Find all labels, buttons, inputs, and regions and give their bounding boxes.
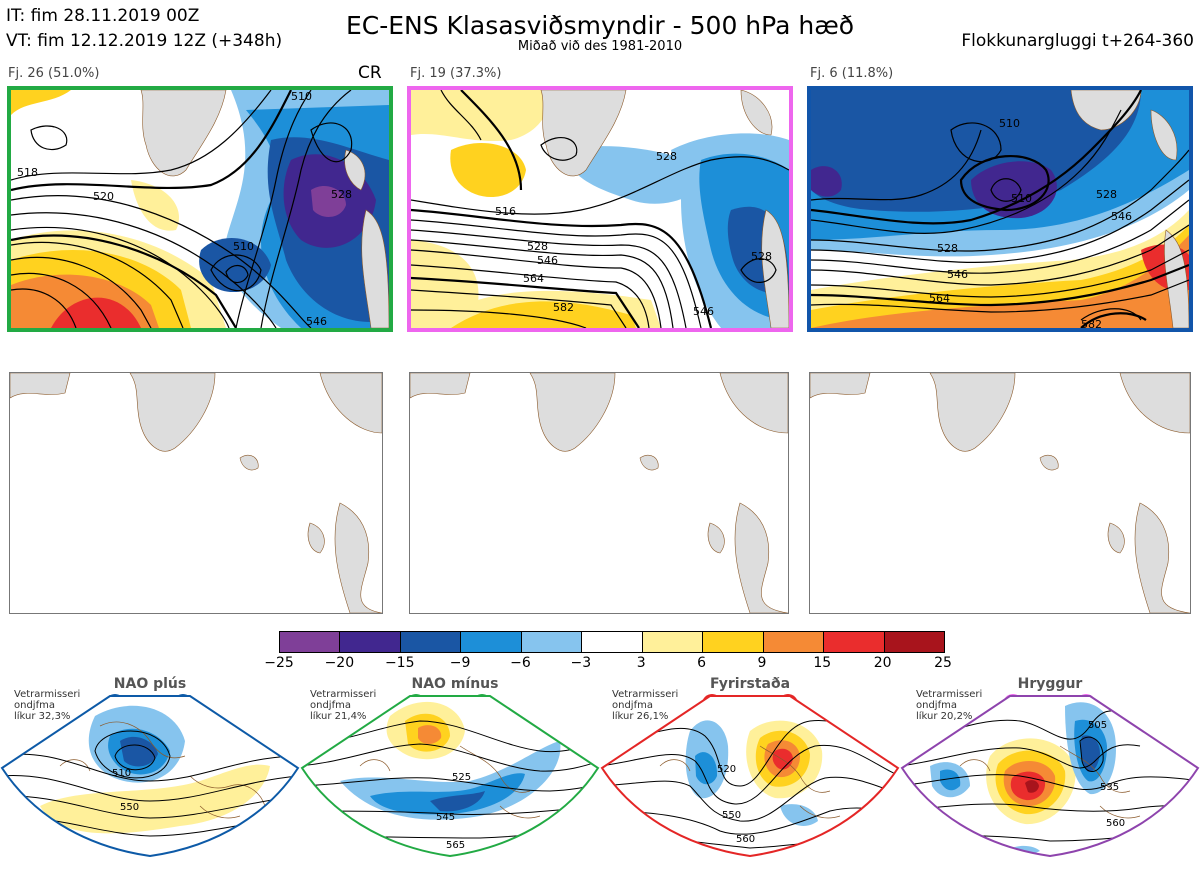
- chart-title: EC-ENS Klasasviðsmyndir - 500 hPa hæð: [345, 11, 855, 40]
- colorbar-tick-label: −25: [264, 655, 294, 671]
- cluster-2-label: Fj. 19 (37.3%): [410, 66, 502, 81]
- cluster-3-contour-label: 582: [1081, 318, 1102, 328]
- colorbar-tick-label: 25: [934, 655, 952, 671]
- cluster-3-contour-label: 510: [1011, 192, 1032, 205]
- cluster-2-contour-label: 528: [656, 150, 677, 163]
- cluster-3-contour-label: 546: [1111, 210, 1132, 223]
- colorbar-swatch: [581, 632, 642, 652]
- colorbar-tick-label: 9: [757, 655, 767, 671]
- regime-contour-label: 560: [736, 834, 755, 845]
- colorbar-ticks: −25 −20 −15 −9 −6 −3 3 6 9 15 20 25: [259, 655, 963, 673]
- cluster-1-tag: CR: [358, 63, 382, 83]
- valid-time: VT: fim 12.12.2019 12Z (+348h): [6, 31, 283, 51]
- initial-time: IT: fim 28.11.2019 00Z: [6, 6, 200, 26]
- cluster-3-map: 510 510 528 528 546 564 546 582: [807, 86, 1193, 332]
- regime-info-line: líkur 32,3%: [14, 711, 71, 722]
- regime-info-line: Vetrarmisseri: [916, 689, 983, 700]
- colorbar-swatch: [339, 632, 400, 652]
- cluster-2-contour-label: 546: [693, 305, 714, 318]
- cluster-2-contour-label: 516: [495, 205, 516, 218]
- cluster-1-contour-label: 518: [17, 166, 38, 179]
- regime-nao-plus: Vetrarmisseri ondjfma líkur 32,3% NAO pl…: [0, 676, 300, 871]
- regime-name: NAO plús: [113, 676, 187, 692]
- colorbar-tick-label: 6: [697, 655, 706, 671]
- colorbar-tick-label: −6: [510, 655, 531, 671]
- regime-info-line: ondjfma: [14, 700, 55, 711]
- colorbar-tick-label: 3: [636, 655, 646, 671]
- empty-map-1: [9, 372, 383, 614]
- colorbar-swatch: [702, 632, 763, 652]
- regime-info-line: líkur 26,1%: [612, 711, 669, 722]
- cluster-3-contour-label: 528: [1096, 188, 1117, 201]
- empty-map-3: [809, 372, 1191, 614]
- cluster-2-contour-label: 546: [537, 254, 558, 267]
- regime-name: NAO mínus: [411, 676, 499, 692]
- colorbar-swatch: [762, 632, 824, 652]
- regime-name: Hryggur: [1017, 676, 1083, 692]
- cluster-1-contour-label: 510: [291, 90, 312, 103]
- cluster-1-contour-label: 546: [306, 315, 327, 328]
- regime-nao-minus: Vetrarmisseri ondjfma líkur 21,4% NAO mí…: [300, 676, 600, 871]
- regime-contour-label: 505: [1088, 720, 1107, 731]
- regime-contour-label: 560: [1106, 818, 1125, 829]
- colorbar-swatch: [641, 632, 703, 652]
- chart-subtitle: Miðað við des 1981-2010: [517, 39, 683, 54]
- cluster-3-contour-label: 510: [999, 117, 1020, 130]
- colorbar-swatch: [399, 632, 461, 652]
- cluster-1-contour-label: 510: [233, 240, 254, 253]
- cluster-1-map: 518 520 528 510 510 546: [7, 86, 393, 332]
- cluster-2-contour-label: 528: [751, 250, 772, 263]
- regime-info-line: ondjfma: [916, 700, 957, 711]
- colorbar-swatch: [460, 632, 521, 652]
- cluster-1-contour-label: 520: [93, 190, 114, 203]
- colorbar-swatch: [280, 632, 340, 652]
- cluster-3-contour-label: 564: [929, 292, 950, 305]
- regime-contour-label: 565: [446, 840, 465, 851]
- colorbar-swatch: [520, 632, 582, 652]
- colorbar-tick-label: −20: [324, 655, 355, 671]
- regime-info-line: ondjfma: [612, 700, 653, 711]
- regime-name: Fyrirstaða: [709, 676, 791, 692]
- cluster-2-contour-label: 528: [527, 240, 548, 253]
- cluster-2-contour-label: 564: [523, 272, 544, 285]
- colorbar-swatch: [823, 632, 884, 652]
- colorbar: [279, 631, 945, 653]
- regime-info-line: Vetrarmisseri: [612, 689, 679, 700]
- cluster-3-contour-label: 528: [937, 242, 958, 255]
- colorbar-tick-label: 20: [873, 655, 892, 671]
- regime-info-line: Vetrarmisseri: [14, 689, 81, 700]
- classification-window: Flokkunargluggi t+264-360: [961, 31, 1194, 51]
- cluster-2-map: 528 516 528 546 564 582 546 528: [407, 86, 793, 332]
- colorbar-tick-label: 15: [813, 655, 832, 671]
- regime-contour-label: 550: [722, 810, 741, 821]
- regime-info-line: ondjfma: [310, 700, 351, 711]
- regime-blocking: Vetrarmisseri ondjfma líkur 26,1% Fyrirs…: [600, 676, 900, 871]
- regime-contour-label: 550: [120, 802, 139, 813]
- regime-ridge: Vetrarmisseri ondjfma líkur 20,2% Hryggu…: [900, 676, 1200, 871]
- cluster-2-contour-label: 582: [553, 301, 574, 314]
- colorbar-tick-label: −3: [570, 655, 592, 671]
- cluster-3-label: Fj. 6 (11.8%): [810, 66, 894, 81]
- regime-contour-label: 520: [717, 764, 736, 775]
- cluster-3-contour-label: 546: [947, 268, 968, 281]
- regime-contour-label: 510: [112, 768, 131, 779]
- regime-contour-label: 545: [436, 812, 455, 823]
- cluster-1-label: Fj. 26 (51.0%): [8, 66, 100, 81]
- regime-contour-label: 535: [1100, 782, 1119, 793]
- regime-info-line: líkur 20,2%: [916, 711, 973, 722]
- colorbar-swatch: [883, 632, 944, 652]
- colorbar-tick-label: −15: [384, 655, 415, 671]
- cluster-1-contour-label: 528: [331, 188, 352, 201]
- regime-contour-label: 525: [452, 772, 471, 783]
- regime-info-line: líkur 21,4%: [310, 711, 367, 722]
- regime-info-line: Vetrarmisseri: [310, 689, 377, 700]
- regimes: Vetrarmisseri ondjfma líkur 32,3% NAO pl…: [0, 676, 1200, 871]
- colorbar-tick-label: −9: [449, 655, 471, 671]
- empty-map-2: [409, 372, 789, 614]
